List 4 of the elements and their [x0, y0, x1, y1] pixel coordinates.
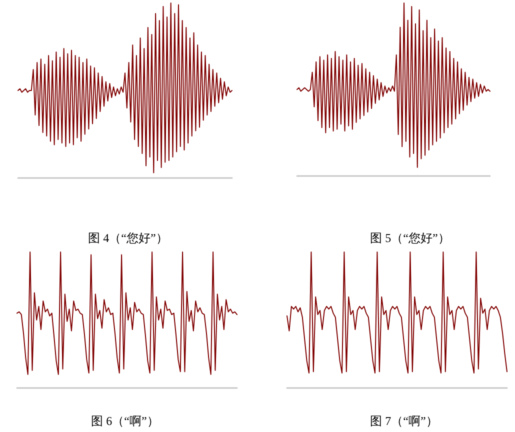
text: 图 7（“啊”） — [369, 413, 439, 430]
text: 图 6（“啊”） — [90, 413, 160, 430]
text: 图 5（“您好”） — [369, 230, 451, 247]
text: 图 4（“您好”） — [87, 230, 169, 247]
